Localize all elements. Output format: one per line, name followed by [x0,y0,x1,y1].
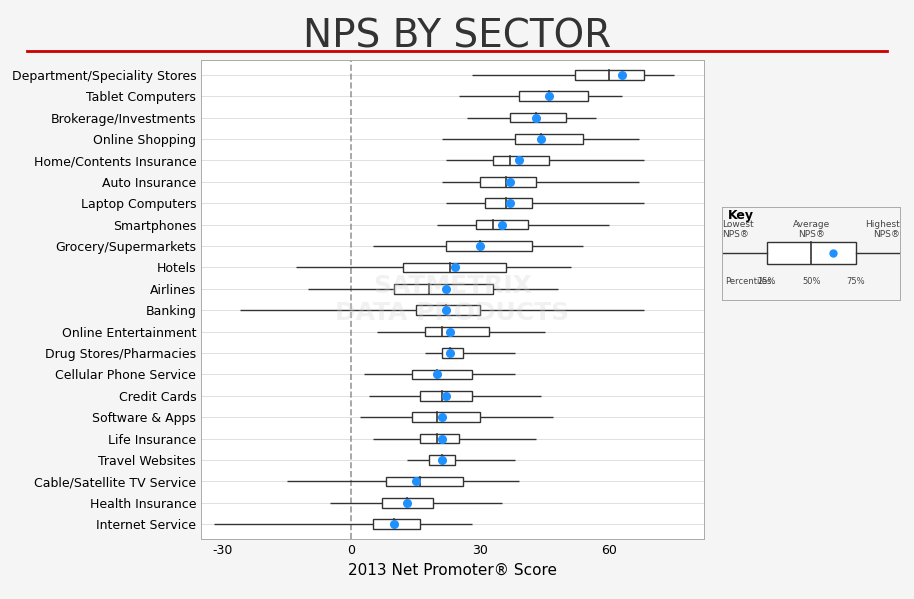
Text: 50%: 50% [802,277,821,286]
FancyBboxPatch shape [420,434,459,443]
FancyBboxPatch shape [575,70,643,80]
FancyBboxPatch shape [411,412,481,422]
FancyBboxPatch shape [510,113,567,122]
FancyBboxPatch shape [416,305,481,315]
FancyBboxPatch shape [484,198,532,208]
FancyBboxPatch shape [386,477,463,486]
FancyBboxPatch shape [395,284,494,294]
FancyBboxPatch shape [429,455,454,465]
FancyBboxPatch shape [519,92,588,101]
FancyBboxPatch shape [411,370,472,379]
Text: SATMETRIX
DATA PRODUCTS: SATMETRIX DATA PRODUCTS [335,274,569,325]
FancyBboxPatch shape [494,156,549,165]
Text: NPS BY SECTOR: NPS BY SECTOR [303,18,611,56]
FancyBboxPatch shape [441,348,463,358]
FancyBboxPatch shape [403,262,506,272]
FancyBboxPatch shape [481,177,537,187]
Text: Lowest
NPS®: Lowest NPS® [722,220,754,239]
FancyBboxPatch shape [515,134,583,144]
FancyBboxPatch shape [381,498,433,507]
FancyBboxPatch shape [424,327,489,337]
FancyBboxPatch shape [767,242,856,264]
Text: Average
NPS®: Average NPS® [792,220,830,239]
Text: Percentiles:: Percentiles: [726,277,775,286]
FancyBboxPatch shape [476,220,527,229]
X-axis label: 2013 Net Promoter® Score: 2013 Net Promoter® Score [348,562,557,577]
FancyBboxPatch shape [446,241,532,251]
Text: 75%: 75% [846,277,865,286]
Text: Key: Key [728,208,753,222]
FancyBboxPatch shape [420,391,472,401]
Text: Highest
NPS®: Highest NPS® [866,220,900,239]
Text: 25%: 25% [758,277,776,286]
FancyBboxPatch shape [373,519,420,529]
